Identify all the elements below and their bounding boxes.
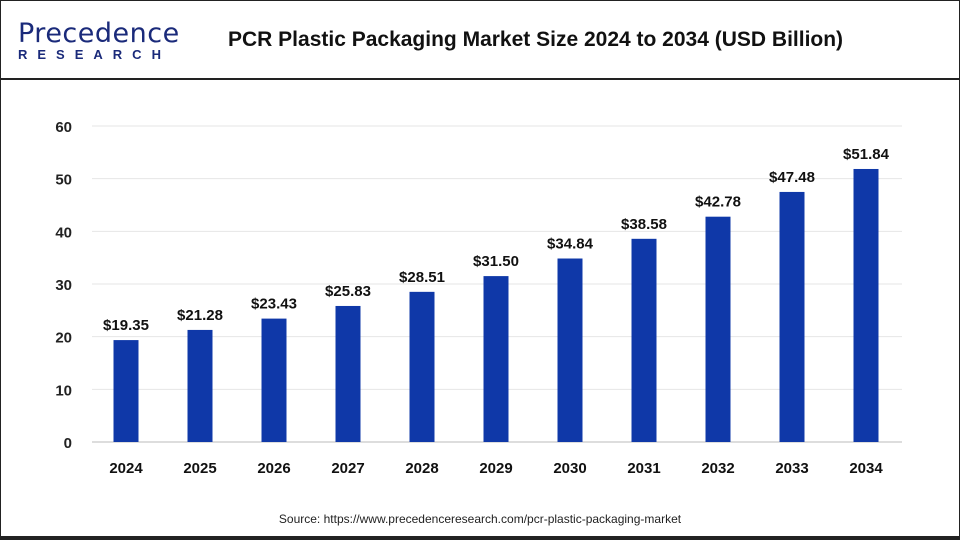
- bar-2030: [557, 258, 583, 442]
- data-label: $28.51: [399, 269, 445, 286]
- x-tick-label: 2030: [553, 460, 586, 477]
- y-tick-label: 10: [55, 382, 72, 399]
- bottom-border: [0, 536, 960, 540]
- data-label: $21.28: [177, 307, 223, 324]
- data-label: $25.83: [325, 283, 371, 300]
- logo-main-text: Precedence: [18, 18, 180, 49]
- y-tick-label: 30: [55, 277, 72, 294]
- data-label: $34.84: [547, 236, 594, 253]
- y-tick-label: 60: [55, 119, 72, 136]
- header: Precedence RESEARCH PCR Plastic Packagin…: [0, 0, 960, 80]
- bar-2033: [779, 191, 805, 442]
- x-tick-label: 2025: [183, 460, 216, 477]
- bar-2027: [335, 305, 361, 442]
- y-tick-label: 40: [55, 224, 72, 241]
- x-tick-label: 2024: [109, 460, 143, 477]
- y-tick-label: 50: [55, 172, 72, 189]
- bar-2026: [261, 318, 287, 442]
- y-tick-label: 20: [55, 330, 72, 347]
- x-tick-label: 2027: [331, 460, 364, 477]
- chart-title: PCR Plastic Packaging Market Size 2024 t…: [228, 28, 844, 51]
- x-tick-label: 2026: [257, 460, 290, 477]
- x-tick-label: 2028: [405, 460, 438, 477]
- data-label: $19.35: [103, 317, 149, 334]
- bar-2024: [113, 340, 139, 442]
- logo-sub-text: RESEARCH: [18, 47, 171, 62]
- x-tick-label: 2029: [479, 460, 512, 477]
- bar-2032: [705, 216, 731, 442]
- x-tick-label: 2031: [627, 460, 660, 477]
- source-text: Source: https://www.precedenceresearch.c…: [278, 512, 682, 526]
- data-label: $31.50: [473, 253, 519, 270]
- x-tick-label: 2034: [849, 460, 883, 477]
- y-tick-label: 0: [64, 435, 72, 452]
- bar-2031: [631, 238, 657, 442]
- data-label: $47.48: [769, 169, 815, 186]
- data-label: $51.84: [843, 146, 890, 163]
- x-tick-label: 2033: [775, 460, 808, 477]
- precedence-research-logo: Precedence RESEARCH: [18, 20, 180, 62]
- bar-2029: [483, 276, 509, 442]
- bar-2028: [409, 291, 435, 442]
- bar-2025: [187, 329, 213, 442]
- data-label: $38.58: [621, 216, 667, 233]
- data-label: $23.43: [251, 296, 297, 313]
- data-label: $42.78: [695, 194, 741, 211]
- bar-2034: [853, 168, 879, 442]
- x-tick-label: 2032: [701, 460, 734, 477]
